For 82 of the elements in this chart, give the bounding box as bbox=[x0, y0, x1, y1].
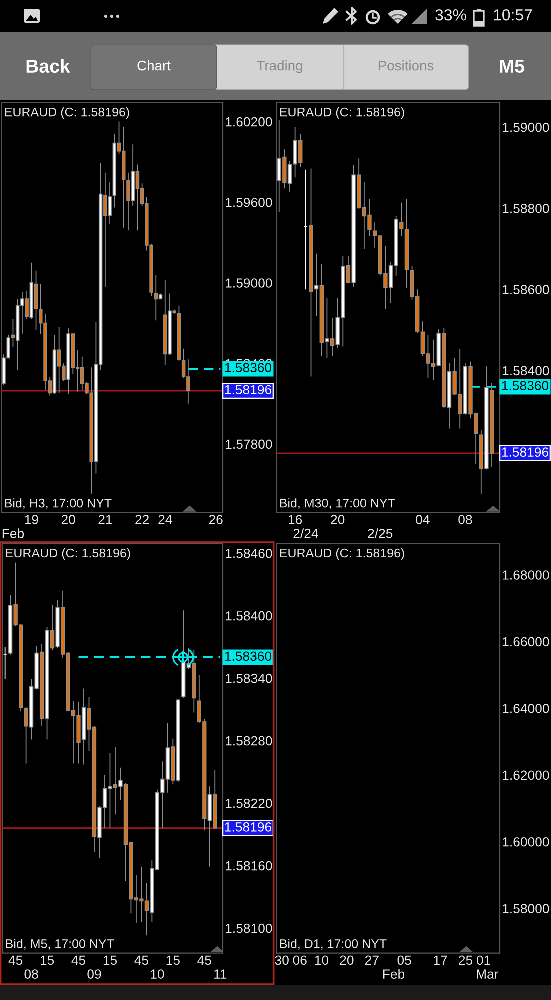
y-tick-label: 1.59600 bbox=[226, 198, 272, 208]
x-tick-label: 19 bbox=[25, 515, 38, 524]
text: Bid, D1, 17:00 NYT bbox=[280, 939, 387, 950]
candlestick bbox=[154, 274, 158, 322]
x-tick-label: 20 bbox=[62, 515, 76, 524]
ref-line-label: 1.58196 bbox=[225, 385, 272, 395]
y-tick-label: 1.58160 bbox=[226, 861, 272, 871]
x-tick-label: 24 bbox=[158, 515, 172, 524]
text: 33% bbox=[436, 9, 466, 21]
y-tick-label: 1.58340 bbox=[226, 674, 272, 684]
ref-line-label: 1.58196 bbox=[502, 448, 549, 458]
x-tick-label: 15 bbox=[104, 956, 118, 966]
data-label: 1.58360 bbox=[502, 381, 549, 390]
candlestick bbox=[3, 646, 8, 680]
x-tick-label: 10 bbox=[151, 970, 164, 979]
y-tick-label: 1.59000 bbox=[226, 278, 272, 288]
chart-title: EURAUD (C: 1.58196) bbox=[280, 108, 404, 120]
y-tick-label: 1.66000 bbox=[503, 637, 550, 647]
y-tick-label: 1.58280 bbox=[226, 736, 272, 746]
x-tick-label: 15 bbox=[166, 956, 180, 966]
text: Bid, M30, 17:00 NYT bbox=[280, 498, 396, 510]
x-tick-label: 05 bbox=[398, 956, 412, 966]
x-tick-label: Mar bbox=[477, 970, 499, 979]
y-tick-label: 1.58800 bbox=[503, 204, 550, 214]
x-tick-label: 10 bbox=[315, 956, 329, 966]
x-tick-label: 04 bbox=[416, 515, 430, 524]
text: Positions bbox=[378, 60, 434, 71]
x-tick-label: 11 bbox=[214, 970, 227, 979]
data-label: 1.58360 bbox=[225, 652, 272, 662]
x-tick-label: 20 bbox=[340, 956, 354, 966]
x-tick-label: 25 bbox=[459, 956, 473, 966]
y-tick-label: 1.58000 bbox=[503, 904, 550, 914]
y-tick-label: 1.58100 bbox=[226, 924, 272, 934]
x-tick-label: 2/25 bbox=[368, 528, 393, 538]
candlestick bbox=[404, 198, 410, 288]
y-tick-label: 1.58460 bbox=[226, 548, 272, 558]
x-tick-label: Feb bbox=[383, 969, 405, 979]
x-tick-label: 45 bbox=[8, 956, 23, 966]
x-tick-label: 2/24 bbox=[294, 528, 318, 538]
chart-title: EURAUD (C: 1.58196) bbox=[280, 548, 404, 560]
text: M5 bbox=[500, 60, 524, 74]
x-tick-label: 01 bbox=[476, 956, 490, 966]
text: Trading bbox=[257, 60, 302, 74]
x-tick-label: 21 bbox=[98, 515, 112, 524]
y-tick-label: 1.58220 bbox=[226, 798, 272, 808]
data-label: 1.58360 bbox=[225, 363, 272, 373]
x-tick-label: Feb bbox=[2, 528, 24, 538]
x-tick-label: 45 bbox=[198, 956, 212, 966]
text: Bid, M5, 17:00 NYT bbox=[6, 939, 114, 950]
x-tick-label: 16 bbox=[288, 515, 302, 524]
y-tick-label: 1.58400 bbox=[503, 366, 550, 376]
text: Chart bbox=[138, 60, 171, 71]
chart-title: EURAUD (C: 1.58196) bbox=[6, 548, 130, 560]
x-tick-label: 26 bbox=[209, 515, 223, 524]
x-tick-label: 08 bbox=[458, 515, 472, 524]
text: Back bbox=[26, 59, 70, 74]
text: 10:57 bbox=[494, 9, 532, 21]
y-tick-label: 1.62000 bbox=[503, 770, 550, 780]
x-tick-label: 27 bbox=[365, 956, 379, 965]
candlestick bbox=[304, 169, 308, 290]
candlestick bbox=[177, 305, 182, 362]
x-tick-label: 22 bbox=[136, 515, 149, 524]
x-tick-label: 45 bbox=[72, 956, 86, 966]
y-tick-label: 1.58400 bbox=[226, 611, 272, 621]
x-tick-label: 20 bbox=[331, 515, 345, 524]
y-tick-label: 1.64000 bbox=[503, 704, 550, 714]
ref-line-label: 1.58196 bbox=[225, 822, 272, 832]
x-tick-label: 08 bbox=[24, 970, 38, 979]
y-tick-label: 1.68000 bbox=[503, 570, 550, 580]
y-tick-label: 1.60000 bbox=[503, 837, 550, 847]
y-tick-label: 1.58600 bbox=[503, 285, 550, 295]
x-tick-label: 09 bbox=[88, 970, 102, 979]
text: Bid, H3, 17:00 NYT bbox=[5, 498, 112, 510]
x-tick-label: 17 bbox=[434, 956, 448, 965]
x-tick-label: 30 bbox=[275, 956, 289, 966]
chart-title: EURAUD (C: 1.58196) bbox=[5, 108, 130, 120]
y-tick-label: 1.59000 bbox=[503, 122, 550, 132]
x-tick-label: 15 bbox=[40, 956, 54, 966]
y-tick-label: 1.57800 bbox=[226, 440, 272, 450]
x-tick-label: 45 bbox=[134, 956, 148, 966]
x-tick-label: 06 bbox=[293, 956, 307, 966]
y-tick-label: 1.60200 bbox=[226, 117, 272, 127]
